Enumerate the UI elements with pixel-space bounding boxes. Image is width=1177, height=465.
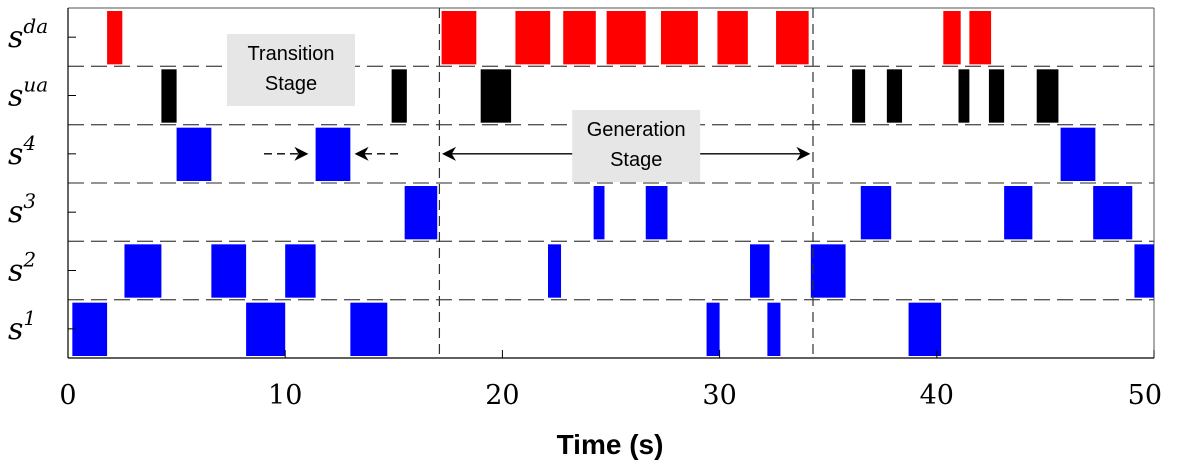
x-tick-label: 10 — [268, 380, 302, 411]
transition-stage-label: Transition — [247, 43, 334, 65]
y-label-sua: sua — [8, 73, 48, 114]
generation-stage-box — [572, 110, 701, 182]
y-label-s1: s1 — [8, 306, 36, 347]
x-tick-label: 0 — [59, 380, 76, 411]
bar-s1 — [350, 302, 388, 356]
bar-s1 — [767, 302, 781, 356]
y-label-s4: s4 — [8, 131, 36, 172]
bar-sua — [480, 69, 512, 123]
bar-s4 — [176, 127, 212, 181]
bar-sua — [1036, 69, 1059, 123]
bar-sda — [969, 11, 992, 65]
bar-s1 — [72, 302, 108, 356]
stage-lines — [438, 8, 814, 358]
bar-s3 — [1093, 186, 1133, 240]
bar-sua — [391, 69, 407, 123]
bar-s4 — [1060, 127, 1096, 181]
bar-s3 — [404, 186, 438, 240]
generation-stage-label: Generation — [587, 119, 686, 141]
annotations: Transition Stage Generation Stage — [227, 34, 811, 182]
bar-sua — [958, 69, 970, 123]
transition-stage-label: Stage — [265, 73, 317, 95]
y-label-s2: s2 — [8, 248, 36, 289]
x-axis-label: Time (s) — [557, 429, 664, 460]
bar-sda — [515, 11, 551, 65]
bar-s3 — [593, 186, 605, 240]
bar-s2 — [211, 244, 247, 298]
bar-sda — [107, 11, 123, 65]
bar-sua — [988, 69, 1005, 123]
bar-sda — [776, 11, 809, 65]
bar-s1 — [246, 302, 286, 356]
bar-s3 — [1004, 186, 1033, 240]
bar-s4 — [315, 127, 351, 181]
x-ticks: 0 10 20 30 40 50 — [59, 8, 1162, 411]
bars — [72, 11, 1154, 356]
bar-s2 — [750, 244, 770, 298]
x-tick-label: 40 — [920, 380, 954, 411]
bar-sua — [886, 69, 903, 123]
bar-sda — [943, 11, 961, 65]
bar-sua — [852, 69, 866, 123]
bar-s2 — [1134, 244, 1154, 298]
y-labels: sda sua s4 s3 s2 s1 — [8, 14, 76, 347]
generation-stage-annotation: Generation Stage — [572, 110, 701, 182]
bar-s2 — [810, 244, 846, 298]
x-tick-label: 50 — [1128, 380, 1162, 411]
bar-s1 — [706, 302, 720, 356]
bar-sda — [660, 11, 698, 65]
generation-stage-label: Stage — [610, 149, 662, 171]
row-grid — [68, 7, 1155, 358]
x-tick-label: 20 — [485, 380, 519, 411]
y-label-sda: sda — [8, 14, 48, 55]
x-tick-label: 30 — [702, 380, 736, 411]
bar-s2 — [548, 244, 562, 298]
bar-sda — [563, 11, 596, 65]
transition-stage-annotation: Transition Stage — [227, 34, 355, 106]
bar-sda — [606, 11, 646, 65]
bar-sda — [441, 11, 477, 65]
bar-s3 — [645, 186, 668, 240]
bar-s2 — [285, 244, 316, 298]
bar-s1 — [908, 302, 942, 356]
bar-s2 — [124, 244, 162, 298]
bar-sda — [717, 11, 748, 65]
y-label-s3: s3 — [8, 189, 36, 230]
bar-s3 — [860, 186, 892, 240]
transition-stage-box — [227, 34, 355, 106]
bar-sua — [161, 69, 177, 123]
